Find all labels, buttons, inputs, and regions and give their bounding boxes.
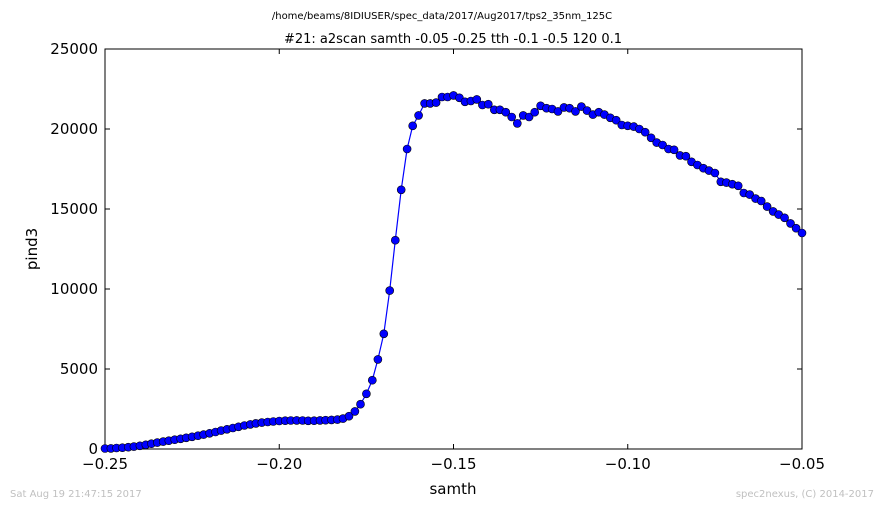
data-point <box>483 99 493 109</box>
x-tick-label: −0.10 <box>605 455 651 473</box>
x-tick-label: −0.25 <box>82 455 128 473</box>
x-tick-label: −0.15 <box>431 455 477 473</box>
data-point <box>373 355 383 364</box>
data-point <box>367 375 377 385</box>
data-point <box>530 107 540 117</box>
data-point <box>786 219 795 228</box>
data-point <box>791 223 801 233</box>
data-point <box>414 111 423 120</box>
x-tick-label: −0.05 <box>779 455 825 473</box>
data-point <box>797 228 807 238</box>
data-point <box>611 115 621 125</box>
y-tick-label: 0 <box>88 440 98 458</box>
plot-frame <box>104 48 803 450</box>
data-point <box>390 235 400 245</box>
footer-credit: spec2nexus, (C) 2014-2017 <box>735 489 874 500</box>
chart-suptitle: /home/beams/8IDIUSER/spec_data/2017/Aug2… <box>272 11 612 22</box>
data-point <box>571 107 580 116</box>
data-point <box>582 106 592 115</box>
data-point <box>344 411 354 421</box>
data-point <box>745 190 755 199</box>
data-point <box>640 127 650 137</box>
data-point <box>762 202 772 211</box>
y-axis-label: pind3 <box>23 228 41 270</box>
data-point <box>512 119 522 128</box>
data-point <box>472 95 482 104</box>
data-point <box>350 407 360 416</box>
x-axis-label: samth <box>429 480 476 498</box>
y-tick-label: 15000 <box>50 200 98 218</box>
data-point <box>756 196 766 206</box>
data-point <box>780 213 789 223</box>
data-point <box>379 329 389 339</box>
data-point <box>362 389 371 399</box>
y-tick-label: 20000 <box>50 120 98 138</box>
data-point <box>681 151 691 161</box>
y-tick-label: 10000 <box>50 280 98 298</box>
footer-timestamp: Sat Aug 19 21:47:15 2017 <box>10 489 142 500</box>
y-tick-label: 25000 <box>50 40 98 58</box>
data-point <box>396 185 406 195</box>
data-point <box>431 98 441 107</box>
data-point <box>658 140 667 150</box>
plot-area: −0.25 −0.20 −0.15 −0.10 −0.05 0 5000 10000 15000… <box>50 40 825 473</box>
x-tick-label: −0.20 <box>256 455 302 473</box>
data-point <box>646 133 656 143</box>
data-point <box>385 286 395 295</box>
y-tick-label: 5000 <box>60 360 98 378</box>
chart-title: #21: a2scan samth -0.05 -0.25 tth -0.1 -… <box>284 32 622 47</box>
data-point <box>356 399 365 409</box>
data-point <box>733 181 743 191</box>
axis-ticks: −0.25 −0.20 −0.15 −0.10 −0.05 0 5000 10000 15000… <box>50 40 825 473</box>
data-point <box>524 112 534 122</box>
series-group <box>100 91 807 453</box>
data-point <box>507 112 517 122</box>
data-point <box>402 144 412 154</box>
data-point <box>408 121 418 131</box>
data-point <box>669 145 679 155</box>
data-point <box>501 107 511 117</box>
data-point <box>553 107 563 116</box>
data-point <box>710 168 720 178</box>
